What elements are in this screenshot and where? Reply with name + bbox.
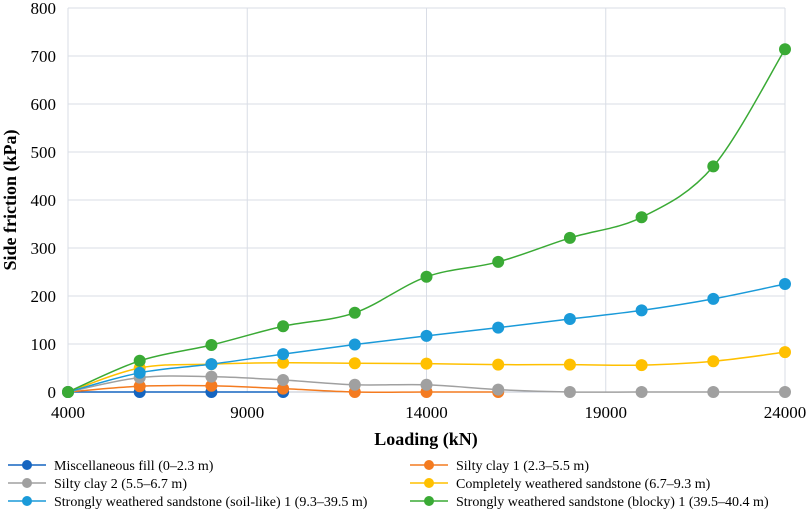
legend-item: Miscellaneous fill (0–2.3 m) (8, 459, 214, 474)
legend-marker (22, 460, 32, 470)
data-point (707, 160, 720, 173)
data-point (420, 329, 433, 342)
legend-label: Silty clay 1 (2.3–5.5 m) (456, 459, 589, 474)
data-point (205, 370, 218, 383)
data-point (348, 357, 361, 370)
legend-item: Silty clay 2 (5.5–6.7 m) (8, 477, 187, 492)
data-point (205, 379, 218, 392)
legend-label: Silty clay 2 (5.5–6.7 m) (54, 477, 187, 492)
data-point (779, 346, 791, 359)
data-point (205, 358, 218, 371)
legend-item: Strongly weathered sandstone (blocky) 1 … (410, 495, 769, 510)
data-point (492, 383, 505, 396)
y-tick-label: 200 (31, 287, 57, 306)
data-point (635, 211, 648, 224)
legend-label: Strongly weathered sandstone (blocky) 1 … (456, 495, 769, 510)
data-point (492, 358, 505, 371)
data-point (420, 378, 433, 391)
legend-marker (424, 496, 434, 506)
y-tick-label: 100 (31, 335, 57, 354)
data-point (205, 338, 218, 351)
data-point (779, 278, 791, 290)
data-point (563, 231, 576, 244)
data-point (779, 386, 791, 398)
data-point (277, 356, 290, 369)
legend-item: Silty clay 1 (2.3–5.5 m) (410, 459, 589, 474)
legend: Miscellaneous fill (0–2.3 m) Silty clay 1… (8, 459, 769, 510)
y-tick-label: 300 (31, 239, 57, 258)
data-point (133, 354, 146, 367)
data-point (563, 313, 576, 326)
legend-marker (22, 478, 32, 488)
x-tick-label: 19000 (585, 403, 628, 422)
data-point (277, 320, 290, 333)
series-layer (62, 43, 791, 398)
data-point (420, 357, 433, 370)
legend-label: Completely weathered sandstone (6.7–9.3 … (456, 477, 711, 492)
data-point (635, 359, 648, 372)
data-point (492, 321, 505, 334)
data-point (277, 348, 290, 361)
y-axis-label: Side friction (kPa) (0, 130, 21, 271)
data-point (348, 306, 361, 319)
legend-item: Strongly weathered sandstone (soil-like)… (8, 495, 368, 510)
y-tick-label: 500 (31, 143, 57, 162)
data-point (277, 374, 290, 386)
x-tick-label: 24000 (764, 403, 807, 422)
data-point (635, 386, 648, 398)
data-point (492, 255, 505, 268)
y-tick-label: 700 (31, 47, 57, 66)
legend-label: Strongly weathered sandstone (soil-like)… (54, 495, 368, 510)
y-tick-label: 400 (31, 191, 57, 210)
data-point (707, 355, 720, 368)
x-tick-label: 4000 (51, 403, 85, 422)
data-point (779, 43, 791, 56)
data-point (707, 292, 720, 305)
data-point (348, 338, 361, 351)
legend-marker (424, 478, 434, 488)
legend-marker (22, 496, 32, 506)
legend-label: Miscellaneous fill (0–2.3 m) (54, 459, 214, 474)
legend-marker (424, 460, 434, 470)
data-point (707, 386, 720, 398)
data-point (133, 380, 146, 393)
data-point (62, 386, 74, 398)
legend-item: Completely weathered sandstone (6.7–9.3 … (410, 477, 711, 492)
x-axis-label: Loading (kN) (374, 429, 478, 450)
data-point (635, 304, 648, 317)
y-tick-label: 600 (31, 95, 57, 114)
grid (67, 7, 786, 393)
data-point (563, 386, 576, 398)
data-point (133, 366, 146, 379)
data-point (277, 382, 290, 395)
data-point (420, 270, 433, 283)
x-tick-label: 14000 (405, 403, 448, 422)
data-point (348, 378, 361, 391)
series-5 (62, 43, 791, 398)
data-point (563, 358, 576, 371)
y-tick-label: 0 (48, 383, 57, 402)
x-tick-label: 9000 (230, 403, 264, 422)
y-tick-label: 800 (31, 0, 57, 18)
series-3 (62, 346, 791, 398)
